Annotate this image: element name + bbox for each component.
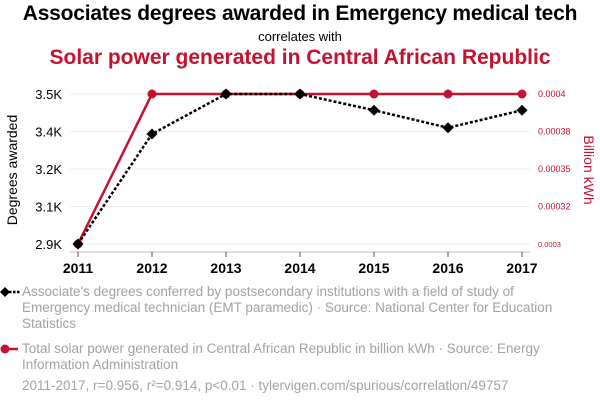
x-tick-label: 2011 [63, 260, 94, 276]
line-chart: 2.9K3.1K3.2K3.4K3.5K 0.00030.000320.0003… [4, 87, 597, 276]
degrees-data-point [294, 88, 306, 100]
x-tick-label: 2013 [210, 260, 241, 276]
left-tick-label: 3.5K [35, 87, 62, 102]
x-tick-label: 2017 [506, 260, 537, 276]
left-tick-label: 3.4K [35, 125, 62, 140]
right-tick-label: 0.00038 [538, 127, 571, 137]
x-tick-label: 2016 [432, 260, 463, 276]
correlation-stats: 2011-2017, r=0.956, r²=0.914, p<0.01 · t… [22, 378, 509, 393]
chart-connector-text: correlates with [258, 29, 342, 44]
left-tick-label: 3.1K [35, 200, 62, 215]
gridlines [70, 93, 530, 245]
right-axis-ticks: 0.0003 0.00032 0.00035 0.00038 0.0004 [538, 89, 571, 249]
x-tick-label: 2012 [136, 260, 167, 276]
right-tick-label: 0.00035 [538, 164, 571, 174]
x-axis-ticks: 2011 2012 2013 2014 2015 2016 2017 [63, 252, 538, 276]
solar-data-point [147, 89, 157, 99]
legend-text-solar: Total solar power generated in Central A… [22, 341, 540, 372]
right-axis-label: Billion kWh [581, 135, 597, 204]
chart-subtitle: Solar power generated in Central African… [49, 46, 551, 69]
solar-data-point [517, 89, 527, 99]
circle-solid-line-icon [0, 344, 18, 354]
degrees-data-point [72, 238, 84, 250]
degrees-data-point [146, 128, 158, 140]
left-axis-ticks: 2.9K 3.1K 3.2K 3.4K 3.5K [35, 87, 62, 252]
right-tick-label: 0.00032 [538, 202, 571, 212]
legend-item-solar: Total solar power generated in Central A… [0, 341, 562, 373]
left-tick-label: 3.2K [35, 162, 62, 177]
degrees-data-point [368, 104, 380, 116]
degrees-data-point [442, 122, 454, 134]
left-axis-label: Degrees awarded [4, 115, 20, 226]
legend-item-degrees: Associate's degrees conferred by postsec… [0, 284, 562, 332]
degrees-data-point [516, 104, 528, 116]
solar-data-point [369, 89, 379, 99]
right-tick-label: 0.0003 [538, 240, 561, 249]
solar-data-point [443, 89, 453, 99]
series-degrees [72, 88, 528, 250]
legend-text-degrees: Associate's degrees conferred by postsec… [22, 284, 553, 331]
chart-title: Associates degrees awarded in Emergency … [22, 2, 578, 25]
x-tick-label: 2015 [358, 260, 389, 276]
left-tick-label: 2.9K [35, 237, 62, 252]
diamond-dotted-line-icon [0, 287, 21, 297]
x-tick-label: 2014 [284, 260, 315, 276]
degrees-data-point [220, 88, 232, 100]
right-tick-label: 0.0004 [538, 89, 566, 99]
